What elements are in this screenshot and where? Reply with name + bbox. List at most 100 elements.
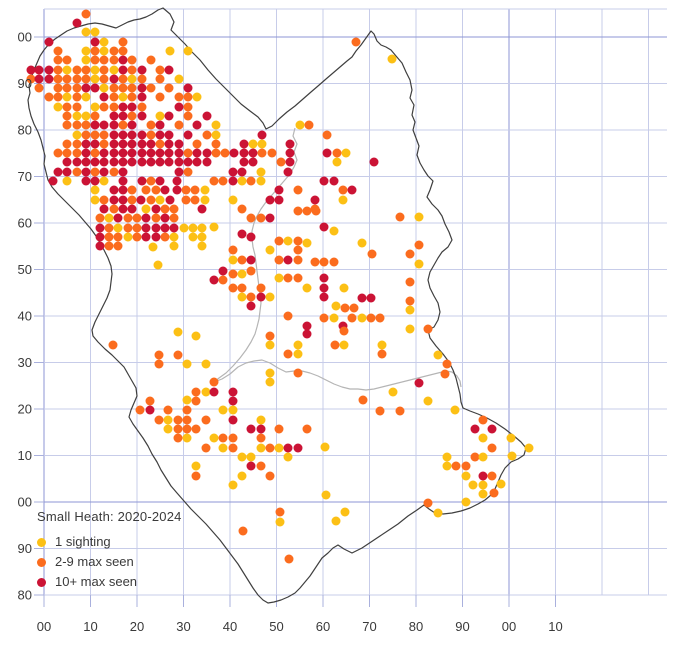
sighting-dot <box>202 130 212 140</box>
sighting-dot <box>239 157 249 167</box>
sighting-dot <box>246 452 256 462</box>
sighting-dot <box>246 213 256 223</box>
sighting-dot <box>209 176 219 186</box>
sighting-dot <box>283 349 293 359</box>
sighting-dot <box>155 130 165 140</box>
sighting-dot <box>155 111 165 121</box>
sighting-dot <box>274 236 284 246</box>
sighting-dot <box>160 213 170 223</box>
sighting-dot <box>246 255 256 265</box>
x-axis-label: 50 <box>269 619 283 634</box>
sighting-dot <box>331 516 341 526</box>
sighting-dot <box>99 55 109 65</box>
sighting-dot <box>332 157 342 167</box>
sighting-dot <box>174 157 184 167</box>
sighting-dot <box>209 387 219 397</box>
sighting-dot <box>81 176 91 186</box>
sighting-dot <box>127 74 137 84</box>
sighting-dot <box>248 157 258 167</box>
sighting-dot <box>524 443 534 453</box>
sighting-dot <box>81 65 91 75</box>
sighting-dot <box>127 92 137 102</box>
sighting-dot <box>90 120 100 130</box>
sighting-dot <box>191 387 201 397</box>
sighting-dot <box>228 176 238 186</box>
sighting-dot <box>274 424 284 434</box>
sighting-dot <box>53 148 63 158</box>
sighting-dot <box>405 296 415 306</box>
sighting-dot <box>90 157 100 167</box>
sighting-dot <box>137 148 147 158</box>
sighting-dot <box>136 195 146 205</box>
sighting-dot <box>118 195 128 205</box>
sighting-dot <box>265 245 275 255</box>
sighting-dot <box>340 507 350 517</box>
sighting-dot <box>283 443 293 453</box>
sighting-dot <box>109 130 119 140</box>
county-internal-boundary <box>213 127 298 383</box>
sighting-dot <box>237 471 247 481</box>
sighting-dot <box>34 83 44 93</box>
sighting-dot <box>190 195 200 205</box>
sighting-dot <box>169 213 179 223</box>
sighting-dot <box>433 350 443 360</box>
sighting-dot <box>405 249 415 259</box>
sighting-dot <box>319 273 329 283</box>
sighting-dot <box>26 65 36 75</box>
sighting-dot <box>62 55 72 65</box>
sighting-dot <box>72 120 82 130</box>
x-axis-label: 60 <box>316 619 330 634</box>
sighting-dot <box>285 157 295 167</box>
sighting-dot <box>331 301 341 311</box>
sighting-dot <box>44 37 54 47</box>
sighting-dot <box>172 176 182 186</box>
sighting-dot <box>163 405 173 415</box>
x-axis-label: 40 <box>223 619 237 634</box>
sighting-dot <box>340 303 350 313</box>
sighting-dot <box>109 74 119 84</box>
sighting-dot <box>109 46 119 56</box>
sighting-dot <box>341 148 351 158</box>
sighting-dot <box>265 292 275 302</box>
sighting-dot <box>285 148 295 158</box>
sighting-dot <box>113 213 123 223</box>
sighting-dot <box>239 139 249 149</box>
sighting-dot <box>329 257 339 267</box>
sighting-dot <box>302 283 312 293</box>
sighting-dot <box>118 65 128 75</box>
sighting-dot <box>137 130 147 140</box>
sighting-dot <box>137 74 147 84</box>
sighting-dot <box>174 92 184 102</box>
sighting-dot <box>90 37 100 47</box>
sighting-dot <box>123 213 133 223</box>
sighting-dot <box>265 213 275 223</box>
sighting-dot <box>302 321 312 331</box>
sighting-dot <box>62 139 72 149</box>
x-axis-label: 30 <box>176 619 190 634</box>
sighting-dot <box>155 195 165 205</box>
sighting-dot <box>81 130 91 140</box>
sighting-dot <box>302 206 312 216</box>
sighting-dot <box>155 120 165 130</box>
sighting-dot <box>188 232 198 242</box>
sighting-dot <box>145 405 155 415</box>
sighting-dot <box>218 405 228 415</box>
sighting-dot <box>442 461 452 471</box>
sighting-dot <box>302 424 312 434</box>
sighting-dot <box>246 301 256 311</box>
sighting-dot <box>164 139 174 149</box>
axis-labels: 00 10 20 30 40 50 60 70 80 90 00 10 00 90 80 70 60 50 40 30… <box>18 30 563 635</box>
sighting-dot <box>211 148 221 158</box>
sighting-dot <box>228 283 238 293</box>
sighting-dot <box>358 395 368 405</box>
legend-title: Small Heath: 2020-2024 <box>37 509 182 524</box>
sighting-dot <box>246 176 256 186</box>
sighting-dot <box>228 167 238 177</box>
sighting-dot <box>127 111 137 121</box>
sighting-dot <box>137 111 147 121</box>
legend-item-label: 1 sighting <box>55 534 111 549</box>
sighting-dot <box>62 176 72 186</box>
sighting-dot <box>339 326 349 336</box>
sighting-dot <box>377 349 387 359</box>
sighting-dot <box>256 415 266 425</box>
